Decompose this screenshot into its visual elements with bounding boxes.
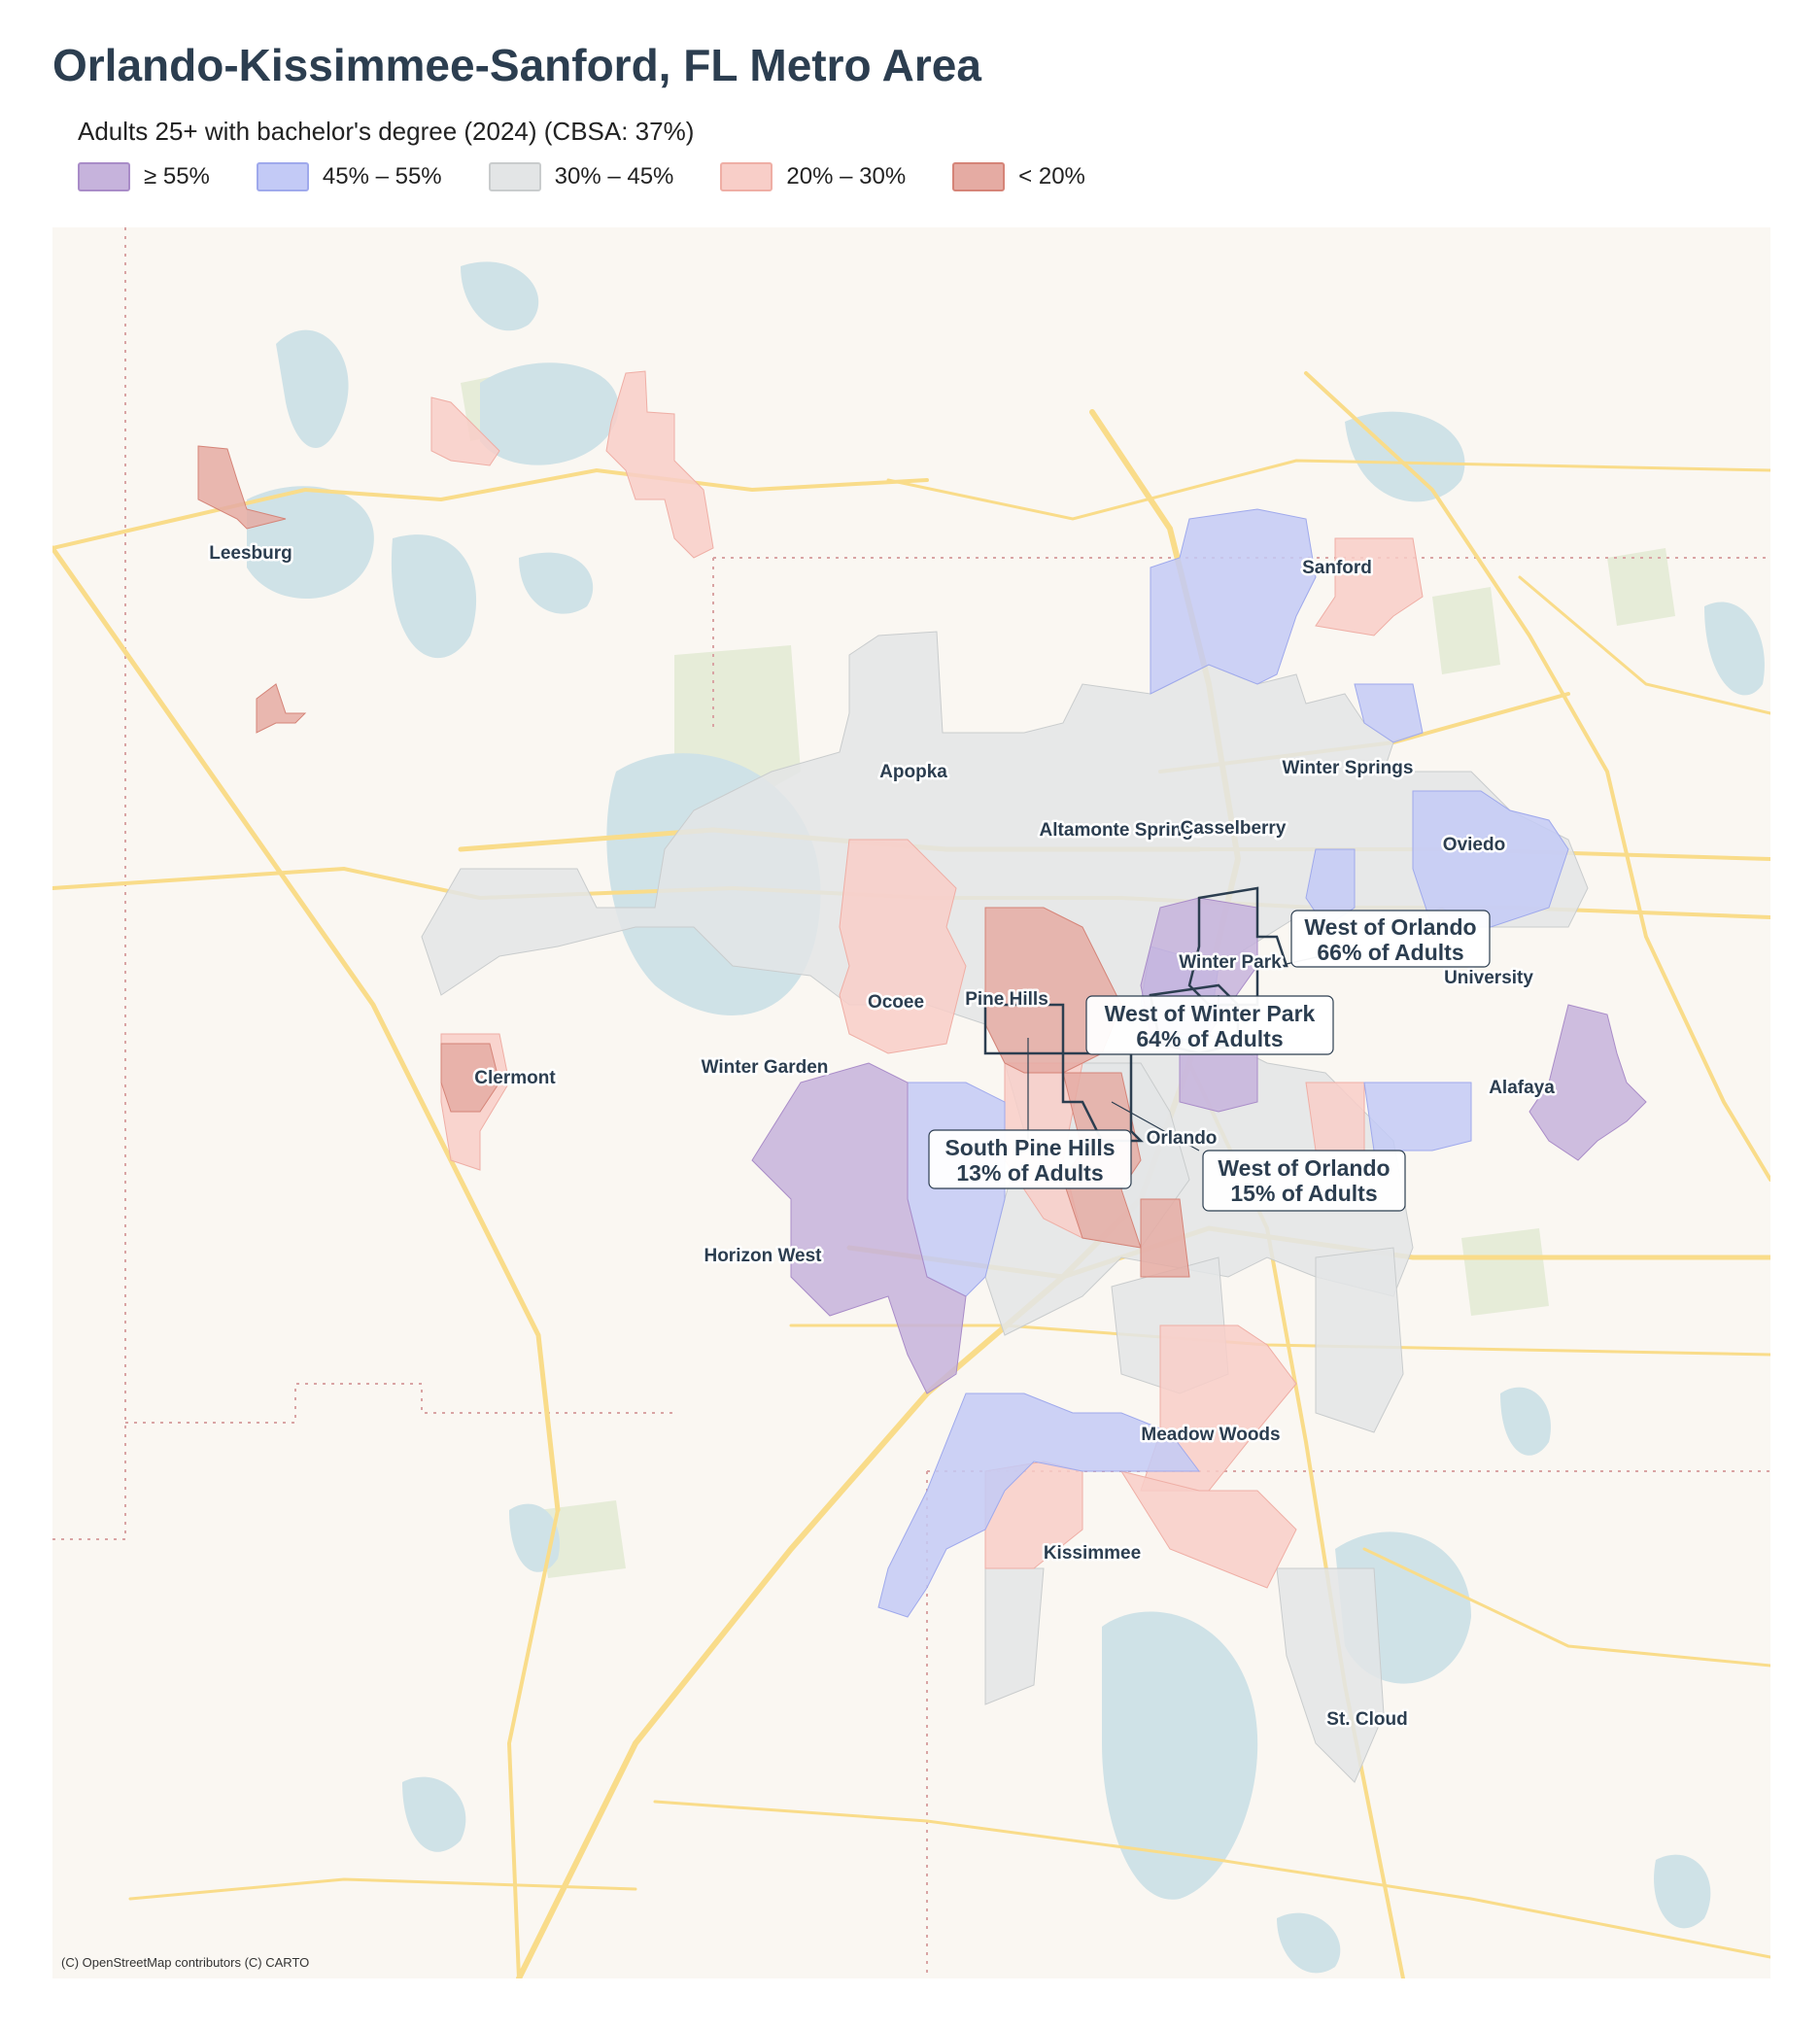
- label-st-cloud: St. Cloud: [1326, 1709, 1407, 1730]
- legend-item-30-45: 30% – 45%: [488, 162, 674, 191]
- map-canvas[interactable]: Leesburg Sanford Apopka Winter Springs A…: [52, 227, 1770, 1978]
- label-sanford: Sanford: [1302, 558, 1372, 578]
- callout-name: South Pine Hills: [944, 1135, 1115, 1160]
- legend-label: 20% – 30%: [786, 163, 907, 189]
- label-ocoee: Ocoee: [868, 992, 924, 1013]
- legend-swatch: [488, 162, 541, 191]
- label-horizon-west: Horizon West: [704, 1246, 822, 1266]
- legend-label: ≥ 55%: [144, 163, 210, 189]
- label-meadow-woods: Meadow Woods: [1141, 1425, 1280, 1445]
- callout-value: 66% of Adults: [1317, 940, 1463, 965]
- legend-item-20-30: 20% – 30%: [720, 162, 906, 191]
- legend-swatch: [720, 162, 773, 191]
- label-casselberry: Casselberry: [1181, 818, 1287, 839]
- label-alafaya: Alafaya: [1489, 1078, 1555, 1098]
- callout-name: West of Orlando: [1218, 1155, 1390, 1181]
- label-kissimmee: Kissimmee: [1044, 1543, 1141, 1564]
- map-title: Orlando-Kissimmee-Sanford, FL Metro Area: [52, 40, 981, 90]
- legend-label: 45% – 55%: [322, 163, 442, 189]
- label-winter-springs: Winter Springs: [1283, 758, 1414, 778]
- callout-west-of-orlando-15: West of Orlando 15% of Adults: [1202, 1150, 1406, 1212]
- label-oviedo: Oviedo: [1443, 835, 1505, 855]
- callout-west-of-orlando-66: West of Orlando 66% of Adults: [1290, 910, 1491, 968]
- county-boundaries: [52, 227, 1770, 1978]
- label-apopka: Apopka: [879, 762, 947, 782]
- label-leesburg: Leesburg: [209, 543, 292, 564]
- callout-name: West of Winter Park: [1105, 1001, 1316, 1026]
- callout-value: 15% of Adults: [1230, 1181, 1377, 1206]
- callout-west-of-winter-park: West of Winter Park 64% of Adults: [1085, 995, 1334, 1055]
- callout-value: 13% of Adults: [956, 1160, 1103, 1186]
- legend-swatch: [256, 162, 309, 191]
- map-attribution: (C) OpenStreetMap contributors (C) CARTO: [61, 1955, 309, 1970]
- callout-name: West of Orlando: [1304, 914, 1476, 940]
- legend-swatch: [952, 162, 1006, 191]
- legend-item-under-20: < 20%: [952, 162, 1085, 191]
- callout-value: 64% of Adults: [1136, 1026, 1283, 1051]
- label-university: University: [1444, 968, 1533, 988]
- legend-swatch: [78, 162, 130, 191]
- legend-item-55-plus: ≥ 55%: [78, 162, 210, 191]
- label-orlando: Orlando: [1147, 1128, 1218, 1149]
- map-subtitle: Adults 25+ with bachelor's degree (2024)…: [78, 117, 695, 146]
- label-clermont: Clermont: [474, 1068, 556, 1088]
- label-winter-garden: Winter Garden: [702, 1057, 829, 1078]
- legend-item-45-55: 45% – 55%: [256, 162, 442, 191]
- place-labels: Leesburg Sanford Apopka Winter Springs A…: [207, 541, 1558, 1733]
- label-pine-hills: Pine Hills: [965, 989, 1048, 1010]
- callout-south-pine-hills: South Pine Hills 13% of Adults: [928, 1129, 1132, 1189]
- label-winter-park: Winter Park: [1179, 952, 1282, 973]
- legend-label: < 20%: [1018, 163, 1085, 189]
- legend-label: 30% – 45%: [554, 163, 674, 189]
- label-altamonte-springs: Altamonte Springs: [1040, 820, 1204, 841]
- legend: ≥ 55% 45% – 55% 30% – 45% 20% – 30% < 20…: [78, 159, 1132, 194]
